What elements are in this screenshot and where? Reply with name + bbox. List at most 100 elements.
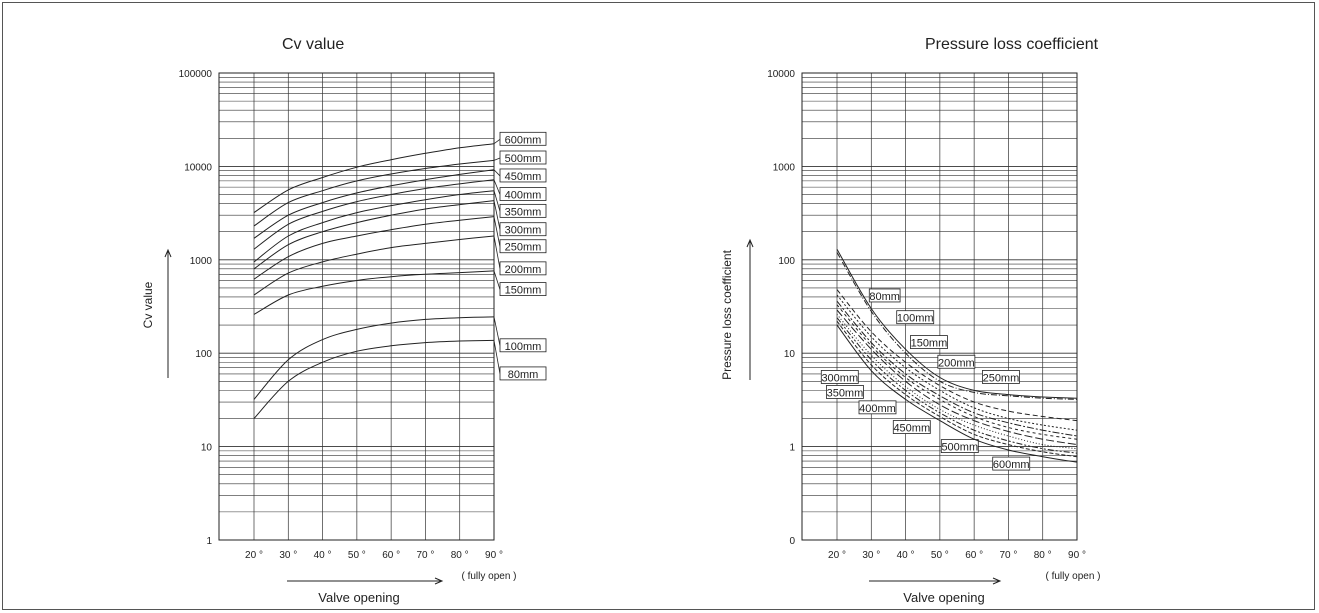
series-line-150mm: [836, 289, 1078, 422]
chart-pressure-loss: Pressure loss coefficient 0 1 10 100 1000 1000…: [720, 36, 1101, 605]
series-label: 100mm: [505, 341, 542, 353]
series-label-box: [892, 420, 931, 434]
series-line-450mm: [253, 169, 495, 239]
series-line-200mm: [253, 235, 495, 296]
plot-area: [801, 72, 1078, 541]
y-tick-label: 100: [778, 256, 795, 267]
y-tick-label: 1: [206, 536, 212, 547]
chart-title: Cv value: [282, 36, 344, 53]
y-tick-label: 10000: [184, 162, 212, 173]
y-tick-label: 1000: [773, 162, 796, 173]
series-label-box: [896, 310, 935, 325]
series-leader: [493, 270, 501, 290]
series-label: 200mm: [505, 264, 542, 276]
y-tick-label: 10000: [767, 69, 795, 80]
y-axis-arrowhead: [746, 238, 754, 248]
series-line-300mm: [836, 304, 1078, 440]
x-axis-arrowhead: [434, 577, 444, 585]
series-label-box: [820, 370, 859, 384]
x-tick-label: 60 °: [965, 550, 983, 561]
x-tick-label: 40 °: [897, 550, 915, 561]
series-leader: [493, 340, 501, 374]
series-label: 100mm: [897, 313, 934, 325]
series-label: 400mm: [859, 403, 896, 415]
series-label-box: [910, 335, 948, 349]
series-label-box: [499, 203, 547, 218]
series-line-100mm: [253, 316, 495, 400]
chart-title: Pressure loss coefficient: [925, 36, 1099, 53]
x-tick-label: 50 °: [348, 550, 366, 561]
series-label-box: [826, 385, 864, 399]
series-line-80mm: [253, 339, 495, 419]
series-leader: [493, 169, 501, 177]
series-label-box: [499, 282, 547, 296]
series-line-350mm: [253, 190, 495, 263]
series-label: 600mm: [993, 459, 1030, 471]
x-tick-label: 80 °: [1034, 550, 1052, 561]
series-label-box: [499, 222, 547, 237]
series-label-box: [937, 354, 976, 369]
x-tick-label: 30 °: [862, 550, 880, 561]
series-label-box: [992, 456, 1031, 471]
y-axis-arrowhead: [164, 248, 172, 258]
series-label: 250mm: [505, 242, 542, 254]
series-leader: [493, 138, 501, 145]
series-label-box: [499, 261, 547, 276]
series-leader: [493, 316, 501, 346]
series-label-box: [499, 187, 547, 201]
plot-area: [218, 72, 495, 541]
series-line-80mm: [836, 248, 1078, 399]
series-line-600mm: [253, 143, 495, 214]
y-tick-label: 10: [201, 443, 213, 454]
series-label-box: [499, 150, 547, 165]
x-tick-label: 20 °: [828, 550, 846, 561]
series-label-box: [940, 439, 979, 454]
y-axis-label: Cv value: [141, 281, 155, 328]
x-tick-label: 90 °: [1068, 550, 1086, 561]
series-label: 300mm: [505, 225, 542, 237]
series-label: 200mm: [938, 357, 975, 369]
x-tick-label: 40 °: [314, 550, 332, 561]
series-label: 350mm: [827, 387, 864, 399]
series-line-250mm: [253, 216, 495, 280]
series-leader: [493, 179, 501, 195]
x-axis-note: ( fully open ): [461, 571, 516, 582]
series-label: 350mm: [505, 206, 542, 218]
series-label-box: [499, 338, 547, 353]
series-line-400mm: [253, 179, 495, 250]
x-tick-label: 80 °: [451, 550, 469, 561]
series-line-400mm: [836, 314, 1078, 450]
series-line-250mm: [836, 300, 1078, 437]
series-label: 600mm: [505, 134, 542, 146]
y-tick-label: 1: [789, 443, 795, 454]
series-label: 300mm: [821, 372, 858, 384]
x-tick-label: 60 °: [382, 550, 400, 561]
chart-cv-value: Cv value 1 10 100 1000 10000 100000 20 ° 30 ° 40 …: [141, 36, 547, 605]
series-label: 150mm: [505, 285, 542, 297]
series-label: 500mm: [505, 153, 542, 165]
y-tick-label: 1000: [190, 256, 213, 267]
series-leader: [493, 190, 501, 212]
series-label: 450mm: [893, 423, 930, 435]
y-axis-label: Pressure loss coefficient: [720, 249, 734, 380]
x-tick-label: 20 °: [245, 550, 263, 561]
x-tick-label: 90 °: [485, 550, 503, 561]
y-tick-label: 100000: [179, 69, 213, 80]
series-label-box: [499, 366, 547, 381]
series-line-200mm: [836, 294, 1078, 431]
series-label: 80mm: [508, 369, 539, 381]
series-label: 400mm: [505, 190, 542, 202]
series-line-500mm: [836, 320, 1078, 458]
x-tick-label: 30 °: [279, 550, 297, 561]
x-axis-note: ( fully open ): [1045, 571, 1100, 582]
series-line-300mm: [253, 200, 495, 270]
series-leader: [493, 235, 501, 269]
series-label: 250mm: [983, 372, 1020, 384]
series-label: 450mm: [505, 171, 542, 183]
series-label: 80mm: [869, 291, 900, 303]
x-tick-label: 70 °: [416, 550, 434, 561]
series-line-450mm: [836, 317, 1078, 454]
series-leader: [493, 216, 501, 247]
